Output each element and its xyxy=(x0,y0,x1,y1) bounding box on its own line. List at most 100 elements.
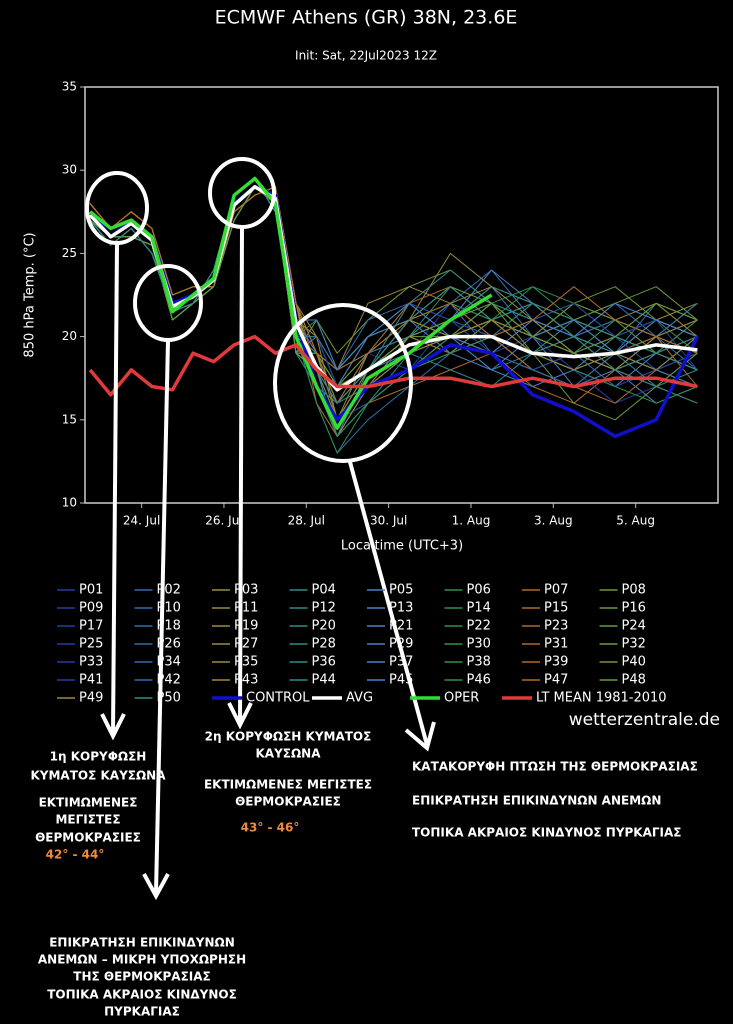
legend-label: P30 xyxy=(467,637,491,652)
legend-label: P50 xyxy=(157,691,181,706)
legend-label: P28 xyxy=(312,637,336,652)
annotation: ΕΠΙΚΡΑΤΗΣΗ ΕΠΙΚΙΝΔΥΝΩΝ ΑΝΕΜΩΝ xyxy=(412,794,661,808)
annotation: ΕΚΤΙΜΩΜΕΝΕΣ ΜΕΓΙΣΤΕΣ xyxy=(204,778,372,792)
y-tick-label: 25 xyxy=(62,246,77,260)
legend-label: P10 xyxy=(157,601,181,616)
x-tick-label: 30. Jul xyxy=(370,514,407,528)
annotation: ΕΠΙΚΡΑΤΗΣΗ ΕΠΙΚΙΝΔΥΝΩΝ xyxy=(49,936,235,950)
legend-label: OPER xyxy=(444,691,479,706)
legend-label: P39 xyxy=(544,655,568,670)
annotation: ΑΝΕΜΩΝ – ΜΙΚΡΗ ΥΠΟΧΩΡΗΣΗ xyxy=(38,953,246,967)
annotation: 1η ΚΟΡΥΦΩΣΗ xyxy=(50,750,147,764)
legend-label: P04 xyxy=(312,583,336,598)
legend-label: P23 xyxy=(544,619,568,634)
arrow xyxy=(154,339,170,894)
legend-label: P03 xyxy=(234,583,258,598)
x-axis-label: Localtime (UTC+3) xyxy=(341,539,463,554)
arrow-head xyxy=(100,713,126,741)
chart-subtitle: Init: Sat, 22Jul2023 12Z xyxy=(295,49,437,63)
x-tick-label: 1. Aug xyxy=(452,514,491,528)
annotation: ΕΚΤΙΜΩΜΕΝΕΣ xyxy=(39,796,138,810)
legend-label: P22 xyxy=(467,619,491,634)
x-tick-label: 26. Jul xyxy=(205,514,242,528)
circle xyxy=(273,303,413,463)
legend-label: P29 xyxy=(389,637,413,652)
legend-label: P19 xyxy=(234,619,258,634)
legend-label: P01 xyxy=(79,583,103,598)
legend-label: P41 xyxy=(79,673,103,688)
legend-label: P11 xyxy=(234,601,258,616)
annotation: ΚΥΜΑΤΟΣ ΚΑΥΣΩΝΑ xyxy=(31,769,167,783)
legend-label: P37 xyxy=(389,655,413,670)
legend-label: P49 xyxy=(79,691,103,706)
legend-label: P26 xyxy=(157,637,181,652)
annotation: 42° - 44° xyxy=(46,848,105,862)
plot-frame xyxy=(84,86,719,504)
legend-label: P07 xyxy=(544,583,568,598)
legend-label: P14 xyxy=(467,601,491,616)
legend-label: P48 xyxy=(622,673,646,688)
y-tick-label: 20 xyxy=(62,329,77,343)
legend-label: CONTROL xyxy=(246,691,310,706)
legend-label: P35 xyxy=(234,655,258,670)
legend-label: P16 xyxy=(622,601,646,616)
legend-label: P43 xyxy=(234,673,258,688)
legend-label: P47 xyxy=(544,673,568,688)
x-tick-label: 28. Jul xyxy=(288,514,325,528)
legend-label: P25 xyxy=(79,637,103,652)
legend-label: LT MEAN 1981-2010 xyxy=(536,691,667,706)
annotation: ΚΑΤΑΚΟΡΥΦΗ ΠΤΩΣΗ ΤΗΣ ΘΕΡΜΟΚΡΑΣΙΑΣ xyxy=(412,760,698,774)
legend-label: P32 xyxy=(622,637,646,652)
arrow xyxy=(111,242,119,734)
legend-label: P20 xyxy=(312,619,336,634)
annotation: 43° - 46° xyxy=(241,821,300,835)
arrow-head xyxy=(142,873,170,901)
highlights xyxy=(85,157,436,901)
legend-label: P33 xyxy=(79,655,103,670)
legend-label: P12 xyxy=(312,601,336,616)
y-tick-label: 15 xyxy=(62,412,77,426)
y-tick-label: 10 xyxy=(62,496,77,510)
legend-label: P36 xyxy=(312,655,336,670)
legend-label: P34 xyxy=(157,655,181,670)
annotation: ΚΑΥΣΩΝΑ xyxy=(255,747,321,761)
legend-label: P45 xyxy=(389,673,413,688)
legend-label: P09 xyxy=(79,601,103,616)
legend-label: P18 xyxy=(157,619,181,634)
arrow xyxy=(238,226,244,723)
arrow-head xyxy=(404,721,436,752)
legend-label: P40 xyxy=(622,655,646,670)
y-tick-label: 30 xyxy=(62,163,77,177)
legend-label: P13 xyxy=(389,601,413,616)
legend-label: P08 xyxy=(622,583,646,598)
annotation: 2η ΚΟΡΥΦΩΣΗ ΚΥΜΑΤΟΣ xyxy=(205,730,372,744)
series-line xyxy=(89,176,493,430)
x-tick-label: 24. Jul xyxy=(123,514,160,528)
legend-label: P05 xyxy=(389,583,413,598)
y-tick-label: 35 xyxy=(62,80,77,94)
legend-label: P38 xyxy=(467,655,491,670)
arrow-head xyxy=(227,702,253,730)
legend-label: AVG xyxy=(346,691,373,706)
legend-label: P42 xyxy=(157,673,181,688)
legend-label: P46 xyxy=(467,673,491,688)
annotation: ΤΟΠΙΚΑ ΑΚΡΑΙΟΣ ΚΙΝΔΥΝΟΣ ΠΥΡΚΑΓΙΑΣ xyxy=(412,826,681,840)
annotation: ΠΥΡΚΑΓΙΑΣ xyxy=(104,1005,180,1019)
annotation: ΤΟΠΙΚΑ ΑΚΡΑΙΟΣ ΚΙΝΔΥΝΟΣ xyxy=(47,988,237,1002)
y-axis-label: 850 hPa Temp. (°C) xyxy=(23,232,38,357)
x-tick-label: 5. Aug xyxy=(616,514,655,528)
legend-label: P15 xyxy=(544,601,568,616)
annotation: ΘΕΡΜΟΚΡΑΣΙΕΣ xyxy=(35,831,141,845)
legend-label: P44 xyxy=(312,673,336,688)
legend-label: P21 xyxy=(389,619,413,634)
legend-label: P02 xyxy=(157,583,181,598)
chart-title: ECMWF Athens (GR) 38N, 23.6E xyxy=(215,7,518,29)
plot-area: 10 15 20 25 30 35 24. Jul 26. Jul 28. Jul 30. Jul… xyxy=(62,80,719,528)
legend-label: P27 xyxy=(234,637,258,652)
series-line xyxy=(88,334,698,397)
legend-label: P06 xyxy=(467,583,491,598)
legend-label: P24 xyxy=(622,619,646,634)
